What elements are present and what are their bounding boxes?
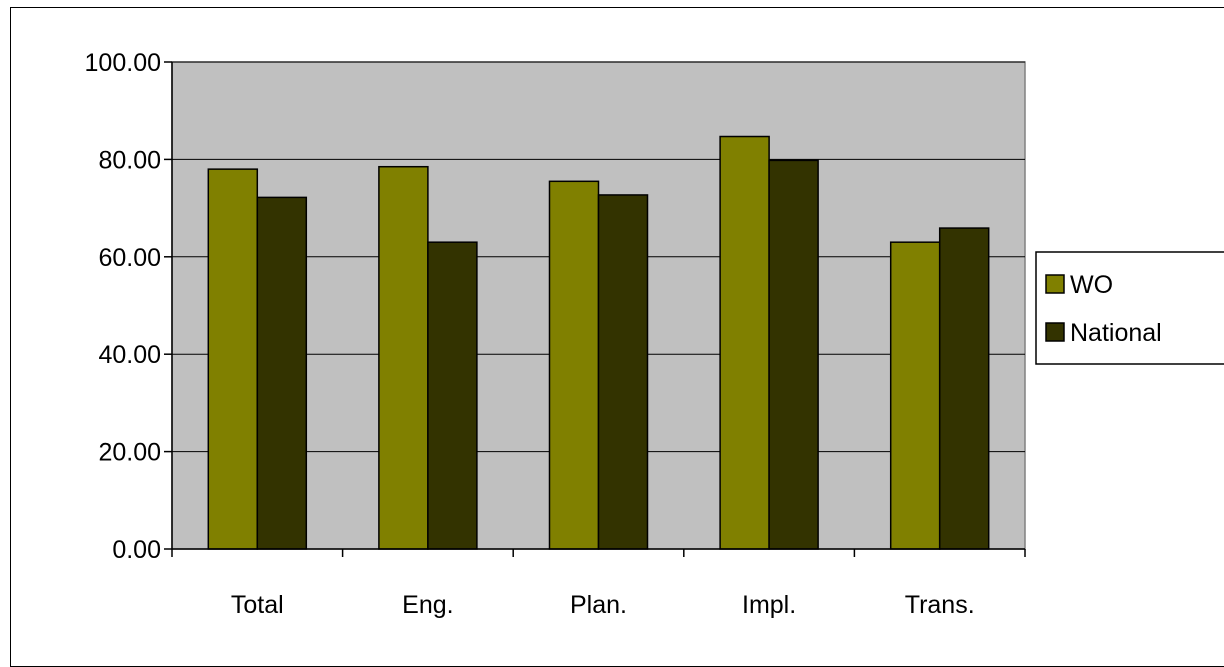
x-tick-label: Eng. (402, 591, 453, 619)
y-tick-label: 60.00 (98, 244, 161, 272)
legend-box (1035, 251, 1224, 365)
y-tick-label: 100.00 (85, 49, 161, 77)
y-tick-label: 0.00 (112, 536, 161, 564)
bar-national-0 (256, 196, 308, 550)
bar-wo-3 (719, 135, 770, 550)
y-axis: 0.00 20.00 40.00 60.00 80.00 100.00 (85, 49, 173, 564)
x-axis: Total Eng. Plan. Impl. Trans. (171, 548, 1026, 619)
y-tick-label: 40.00 (98, 341, 161, 369)
x-tick-label: Total (231, 591, 284, 619)
x-tick-label: Impl. (742, 591, 796, 619)
bar-wo-2 (548, 180, 600, 550)
bar-national-4 (938, 227, 990, 550)
legend-label: National (1070, 319, 1162, 347)
bar-national-1 (427, 241, 478, 550)
legend-swatch (1045, 274, 1065, 294)
bar-national-3 (768, 159, 819, 550)
legend-label: WO (1070, 271, 1113, 299)
y-tick-label: 80.00 (98, 146, 161, 174)
bar-national-2 (597, 194, 649, 550)
bar-wo-4 (889, 241, 941, 550)
x-tick-label: Trans. (905, 591, 975, 619)
bars (207, 135, 990, 550)
y-tick-label: 20.00 (98, 439, 161, 467)
legend-swatch (1045, 322, 1065, 342)
bar-wo-1 (378, 165, 429, 550)
legend: WO National (1035, 251, 1224, 365)
bar-wo-0 (207, 168, 259, 550)
x-tick-label: Plan. (570, 591, 627, 619)
